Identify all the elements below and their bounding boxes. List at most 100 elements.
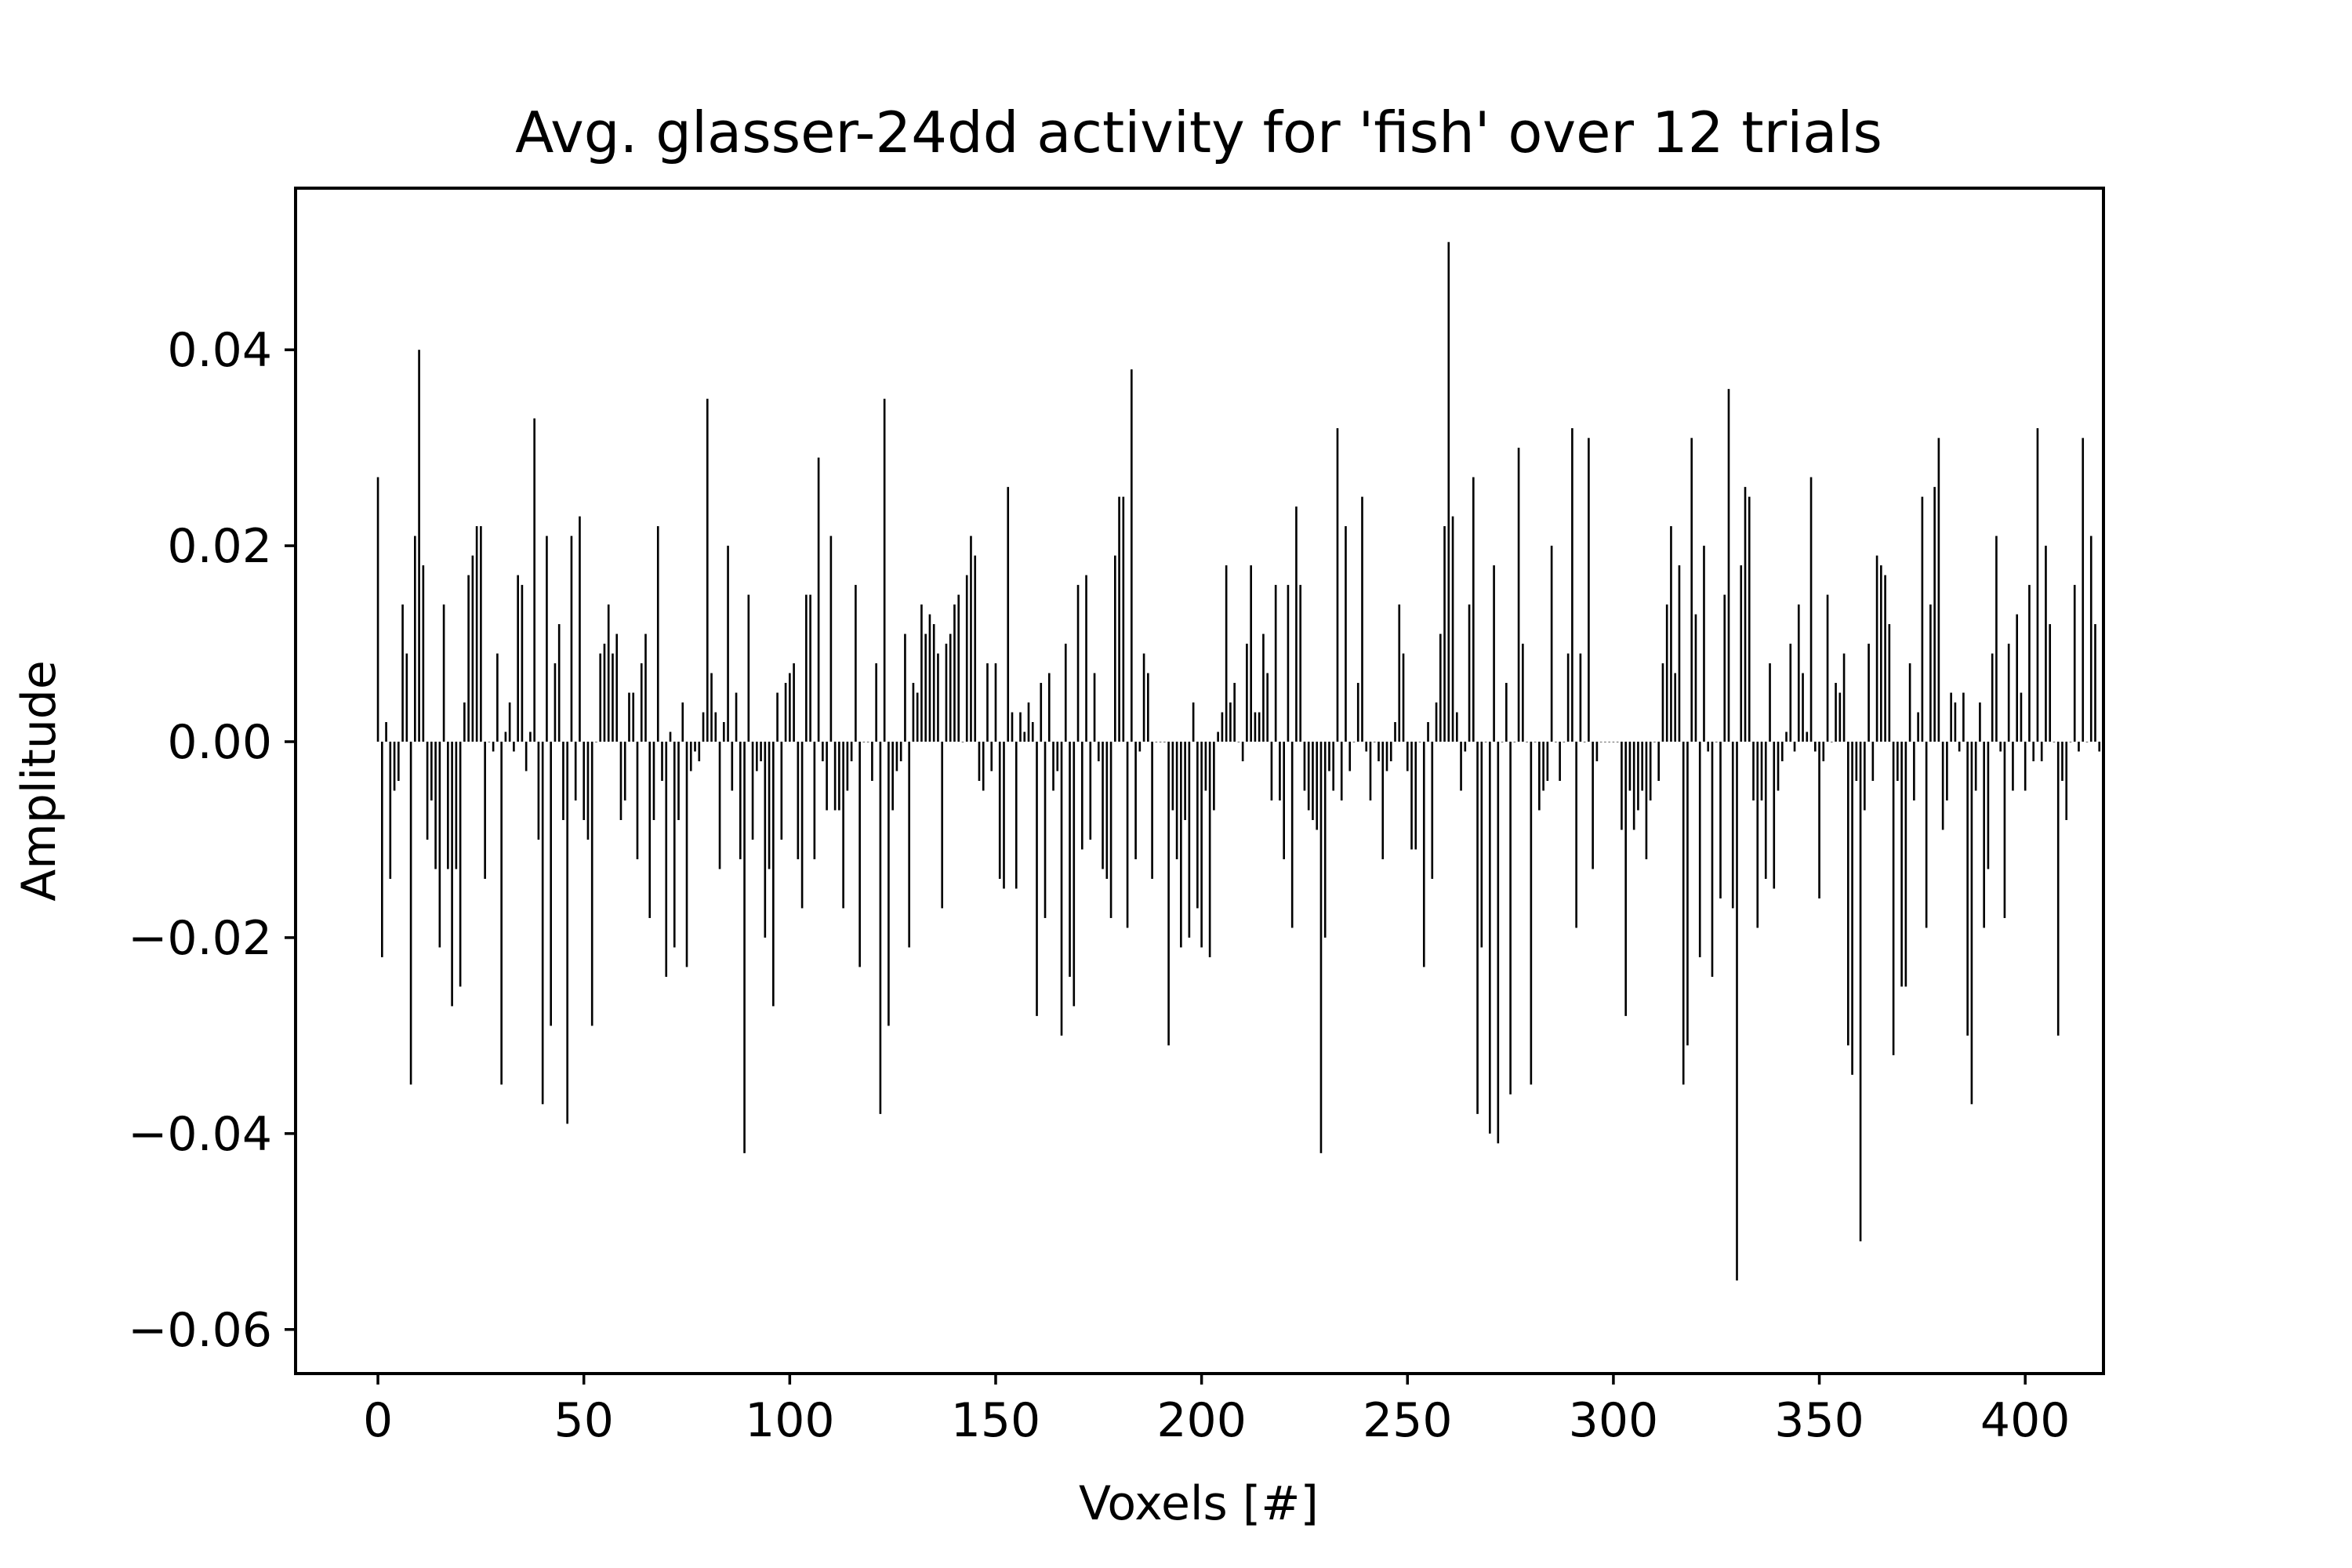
bar-323	[1707, 742, 1710, 752]
bar-275	[1509, 742, 1512, 1094]
bar-371	[1904, 742, 1907, 987]
bar-1	[381, 742, 383, 957]
bar-351	[1822, 742, 1825, 762]
bar-303	[1624, 742, 1627, 1016]
bar-404	[2040, 742, 2043, 762]
bar-114	[846, 742, 849, 791]
bar-8	[409, 742, 412, 1085]
bar-116	[855, 585, 857, 742]
y-axis: −0.06 −0.04 −0.02 0.00 0.02 0.04	[128, 323, 296, 1358]
bar-81	[710, 673, 713, 742]
bar-340	[1777, 742, 1780, 791]
y-axis-label: Amplitude	[12, 660, 67, 901]
bar-24	[475, 526, 478, 742]
bar-344	[1793, 742, 1796, 752]
bar-369	[1896, 742, 1899, 781]
bar-37	[529, 731, 532, 742]
bar-70	[665, 742, 668, 977]
bar-159	[1031, 722, 1034, 742]
bar-103	[800, 742, 804, 909]
y-tick-label: −0.02	[128, 911, 272, 966]
bar-32	[508, 702, 511, 742]
bar-327	[1723, 594, 1726, 742]
bar-350	[1818, 742, 1820, 898]
bar-347	[1806, 731, 1809, 742]
bar-78	[698, 742, 701, 762]
bar-55	[603, 644, 606, 742]
bar-113	[842, 742, 844, 909]
bar-85	[727, 546, 729, 742]
bar-364	[1875, 555, 1878, 742]
bar-246	[1389, 742, 1392, 762]
bar-324	[1711, 742, 1714, 977]
bar-62	[632, 692, 635, 742]
bar-84	[722, 722, 725, 742]
bar-125	[891, 742, 894, 811]
bar-319	[1690, 437, 1693, 742]
bar-127	[899, 742, 902, 762]
bar-192	[1167, 742, 1170, 1046]
bar-3	[389, 742, 392, 879]
bar-360	[1859, 742, 1862, 1242]
bar-339	[1773, 742, 1776, 889]
bar-135	[932, 624, 935, 742]
bar-131	[916, 692, 919, 742]
bar-372	[1908, 663, 1911, 742]
bar-128	[904, 633, 906, 742]
bar-213	[1254, 712, 1257, 742]
bar-96	[772, 742, 775, 1007]
bar-359	[1855, 742, 1858, 781]
bar-312	[1661, 663, 1664, 742]
bar-173	[1089, 742, 1092, 840]
bar-185	[1138, 742, 1142, 752]
bar-377	[1929, 604, 1932, 742]
bar-145	[974, 555, 977, 742]
bar-157	[1023, 731, 1026, 742]
bar-104	[805, 594, 808, 742]
bar-67	[652, 742, 655, 820]
y-tick-label: 0.04	[167, 323, 272, 378]
bar-204	[1217, 731, 1219, 742]
bar-50	[583, 742, 586, 820]
bar-367	[1888, 624, 1891, 742]
bar-390	[1983, 742, 1985, 928]
bar-271	[1493, 565, 1495, 742]
bar-295	[1592, 742, 1594, 869]
bar-0	[376, 477, 379, 742]
bar-132	[920, 604, 923, 742]
bar-223	[1295, 506, 1298, 742]
bar-294	[1588, 437, 1590, 742]
bar-165	[1056, 742, 1059, 771]
bar-136	[937, 653, 939, 742]
bar-250	[1406, 742, 1409, 771]
bar-202	[1208, 742, 1211, 957]
bar-357	[1847, 742, 1849, 1046]
bar-329	[1731, 742, 1734, 909]
bar-383	[1954, 702, 1957, 742]
bar-187	[1147, 673, 1149, 742]
bar-112	[838, 742, 840, 811]
bar-22	[467, 575, 470, 742]
bar-334	[1752, 742, 1755, 800]
bar-314	[1670, 526, 1672, 742]
bar-20	[459, 742, 462, 987]
bar-144	[970, 535, 972, 742]
bar-158	[1027, 702, 1030, 742]
bar-36	[524, 742, 528, 771]
bar-148	[986, 663, 989, 742]
bar-403	[2036, 428, 2039, 742]
bar-206	[1225, 565, 1228, 742]
bar-11	[422, 565, 425, 742]
bar-370	[1900, 742, 1903, 987]
bar-120	[871, 742, 873, 781]
bar-66	[648, 742, 652, 918]
bar-330	[1736, 742, 1738, 1281]
bar-289	[1566, 653, 1570, 742]
bar-249	[1402, 653, 1405, 742]
bar-196	[1184, 742, 1186, 820]
bar-274	[1505, 683, 1508, 742]
bar-208	[1233, 683, 1236, 742]
bar-304	[1628, 742, 1632, 791]
bar-402	[2032, 742, 2035, 762]
